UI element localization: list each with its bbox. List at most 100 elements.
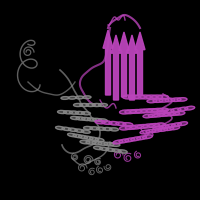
Ellipse shape — [178, 107, 188, 111]
Ellipse shape — [143, 135, 152, 139]
Ellipse shape — [164, 127, 174, 131]
Ellipse shape — [63, 111, 72, 114]
Ellipse shape — [82, 117, 91, 121]
Ellipse shape — [172, 123, 181, 127]
Ellipse shape — [153, 126, 163, 130]
Ellipse shape — [157, 110, 167, 114]
Ellipse shape — [119, 139, 129, 143]
Ellipse shape — [80, 140, 90, 144]
Ellipse shape — [148, 114, 158, 117]
Ellipse shape — [79, 135, 87, 139]
Ellipse shape — [71, 116, 79, 120]
Ellipse shape — [116, 122, 126, 126]
Ellipse shape — [87, 118, 96, 121]
Ellipse shape — [159, 99, 169, 102]
FancyArrow shape — [111, 35, 121, 100]
Ellipse shape — [143, 124, 154, 128]
Ellipse shape — [120, 126, 130, 130]
Ellipse shape — [152, 128, 162, 132]
Ellipse shape — [165, 124, 175, 128]
Ellipse shape — [73, 134, 82, 138]
Ellipse shape — [158, 128, 168, 131]
Ellipse shape — [86, 141, 96, 144]
Ellipse shape — [110, 143, 120, 146]
Ellipse shape — [125, 126, 136, 129]
Ellipse shape — [146, 129, 156, 133]
Ellipse shape — [58, 110, 66, 114]
Ellipse shape — [118, 150, 127, 153]
Ellipse shape — [95, 120, 105, 124]
Ellipse shape — [83, 96, 91, 99]
Ellipse shape — [134, 95, 145, 99]
Ellipse shape — [120, 110, 130, 114]
Ellipse shape — [149, 123, 160, 127]
Ellipse shape — [147, 99, 157, 103]
Ellipse shape — [164, 112, 174, 116]
Ellipse shape — [170, 126, 180, 130]
FancyArrow shape — [119, 32, 129, 97]
Ellipse shape — [140, 95, 151, 99]
Ellipse shape — [141, 109, 152, 113]
Ellipse shape — [113, 140, 123, 144]
Ellipse shape — [104, 142, 114, 146]
Ellipse shape — [159, 125, 169, 129]
Ellipse shape — [75, 111, 84, 115]
Ellipse shape — [146, 95, 157, 99]
Ellipse shape — [56, 126, 64, 130]
Ellipse shape — [125, 110, 136, 114]
Ellipse shape — [153, 99, 163, 102]
Ellipse shape — [68, 133, 76, 137]
FancyArrow shape — [103, 30, 113, 95]
Ellipse shape — [93, 118, 102, 122]
Ellipse shape — [122, 95, 134, 99]
Ellipse shape — [81, 130, 90, 133]
Ellipse shape — [178, 122, 188, 126]
Ellipse shape — [137, 136, 147, 140]
Ellipse shape — [92, 103, 101, 107]
Ellipse shape — [106, 148, 115, 151]
Ellipse shape — [109, 121, 119, 125]
Ellipse shape — [157, 108, 168, 112]
Ellipse shape — [69, 111, 78, 114]
Ellipse shape — [95, 138, 104, 142]
Ellipse shape — [90, 127, 99, 130]
Ellipse shape — [98, 103, 108, 107]
Ellipse shape — [96, 127, 105, 130]
Ellipse shape — [154, 113, 164, 117]
Ellipse shape — [137, 124, 148, 128]
Ellipse shape — [68, 128, 77, 131]
Ellipse shape — [86, 103, 95, 107]
Ellipse shape — [185, 106, 195, 110]
Ellipse shape — [158, 95, 168, 99]
Ellipse shape — [109, 128, 118, 131]
Ellipse shape — [147, 109, 158, 113]
Ellipse shape — [177, 98, 187, 101]
Ellipse shape — [92, 141, 102, 145]
Ellipse shape — [123, 123, 133, 126]
Ellipse shape — [80, 103, 89, 107]
Ellipse shape — [98, 119, 107, 122]
Ellipse shape — [152, 108, 163, 112]
Ellipse shape — [98, 142, 108, 145]
Ellipse shape — [128, 95, 139, 99]
Ellipse shape — [62, 127, 71, 131]
Ellipse shape — [68, 96, 76, 99]
Ellipse shape — [131, 125, 142, 129]
Ellipse shape — [170, 112, 180, 115]
Ellipse shape — [61, 97, 69, 99]
Ellipse shape — [143, 114, 153, 118]
Ellipse shape — [140, 130, 150, 134]
Ellipse shape — [171, 108, 181, 112]
FancyArrow shape — [135, 32, 145, 95]
Ellipse shape — [175, 111, 185, 115]
Ellipse shape — [75, 129, 84, 132]
Ellipse shape — [76, 117, 85, 120]
Ellipse shape — [136, 109, 147, 113]
Ellipse shape — [76, 96, 84, 99]
Ellipse shape — [154, 123, 165, 127]
Ellipse shape — [159, 113, 169, 116]
Ellipse shape — [164, 109, 174, 113]
Ellipse shape — [84, 126, 92, 130]
Ellipse shape — [74, 103, 83, 107]
Ellipse shape — [103, 127, 112, 131]
